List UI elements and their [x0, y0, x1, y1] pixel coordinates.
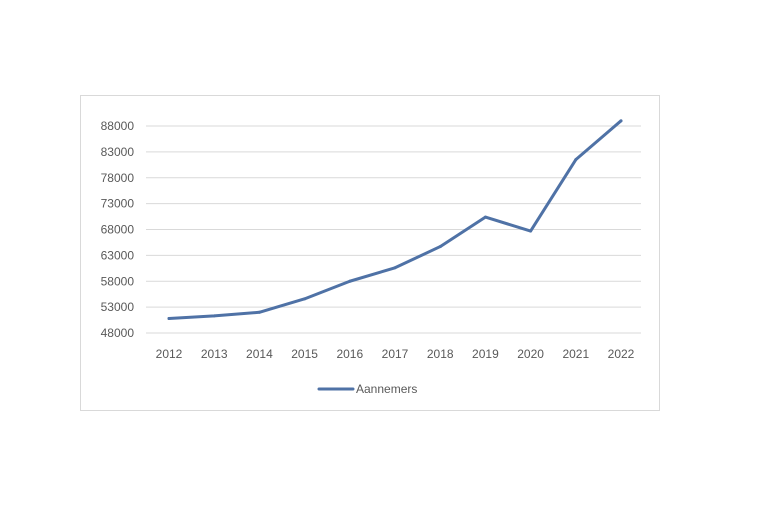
legend-label: Aannemers: [356, 382, 417, 396]
y-tick-label: 78000: [101, 171, 135, 185]
data-point: [257, 310, 261, 314]
x-tick-label: 2012: [156, 347, 183, 361]
x-tick-label: 2018: [427, 347, 454, 361]
series: [167, 119, 623, 321]
y-tick-label: 53000: [101, 300, 135, 314]
y-tick-label: 48000: [101, 326, 135, 340]
y-tick-label: 63000: [101, 248, 135, 262]
x-tick-label: 2021: [562, 347, 589, 361]
data-point: [167, 317, 171, 321]
data-point: [483, 215, 487, 219]
y-tick-label: 68000: [101, 223, 135, 237]
data-point: [438, 245, 442, 249]
data-point: [212, 314, 216, 318]
data-point: [574, 158, 578, 162]
x-tick-label: 2019: [472, 347, 499, 361]
data-point: [529, 229, 533, 233]
line-chart: 48000 53000 58000 63000 68000 73000 78000 83000…: [101, 119, 641, 396]
x-axis-ticks: 2012 2013 2014 2015 2016 2017 2018 2019 2020 2021…: [156, 347, 635, 361]
x-tick-label: 2015: [291, 347, 318, 361]
data-point: [348, 279, 352, 283]
y-tick-label: 73000: [101, 197, 135, 211]
x-tick-label: 2016: [336, 347, 363, 361]
data-point: [303, 297, 307, 301]
x-tick-label: 2022: [608, 347, 635, 361]
y-tick-label: 88000: [101, 119, 135, 133]
series-line-aannemers: [167, 119, 623, 321]
y-axis-ticks: 48000 53000 58000 63000 68000 73000 78000 83000…: [101, 119, 135, 340]
x-tick-label: 2020: [517, 347, 544, 361]
legend: Aannemers: [317, 382, 417, 396]
chart-area: 48000 53000 58000 63000 68000 73000 78000 83000…: [80, 95, 660, 411]
data-point: [393, 266, 397, 270]
x-tick-label: 2014: [246, 347, 273, 361]
y-tick-label: 83000: [101, 145, 135, 159]
gridlines: [146, 125, 641, 334]
y-tick-label: 58000: [101, 274, 135, 288]
data-point: [619, 119, 623, 123]
x-tick-label: 2013: [201, 347, 228, 361]
x-tick-label: 2017: [382, 347, 409, 361]
